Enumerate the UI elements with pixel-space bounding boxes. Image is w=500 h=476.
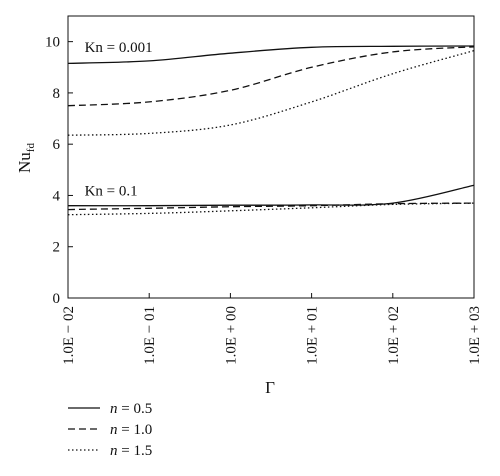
annotation-label: Kn = 0.001	[85, 40, 153, 56]
y-tick-label: 6	[53, 137, 61, 153]
y-ticks: 0 2 4 6 8 10	[45, 35, 73, 307]
x-tick-label: 1.0E + 02	[386, 306, 402, 365]
x-tick-label: 1.0E + 00	[223, 306, 239, 365]
series-line-dashed	[67, 202, 475, 211]
x-axis-title: Γ	[265, 378, 275, 397]
x-tick-label: 1.0E − 01	[142, 306, 158, 365]
series-line-dotted	[67, 49, 475, 136]
x-tick-label: 1.0E + 03	[467, 306, 483, 365]
series-line-solid	[67, 184, 475, 207]
plot-lines	[67, 45, 475, 216]
y-axis-title: Nufd	[15, 143, 37, 173]
y-tick-label: 10	[45, 35, 60, 51]
legend-label: n = 1.5	[110, 443, 152, 459]
legend-label: n = 1.0	[110, 422, 152, 438]
plot-frame	[67, 15, 475, 299]
x-ticks: 1.0E − 02 1.0E − 01 1.0E + 00 1.0E + 01 1.0E…	[61, 293, 483, 365]
x-tick-label: 1.0E + 01	[305, 306, 321, 365]
y-tick-label: 4	[53, 188, 61, 204]
annotations: Kn = 0.001 Kn = 0.1	[85, 40, 153, 200]
axes	[67, 15, 475, 299]
y-tick-label: 8	[53, 86, 61, 102]
y-tick-label: 0	[53, 291, 61, 307]
series-line-solid	[67, 45, 475, 65]
y-tick-label: 2	[53, 240, 61, 256]
annotation-label: Kn = 0.1	[85, 183, 138, 199]
series-line-dashed	[67, 46, 475, 107]
legend-label: n = 0.5	[110, 401, 152, 417]
x-tick-label: 1.0E − 02	[61, 306, 77, 365]
legend: n = 0.5 n = 1.0 n = 1.5	[68, 401, 152, 459]
series-line-dotted	[67, 202, 475, 216]
